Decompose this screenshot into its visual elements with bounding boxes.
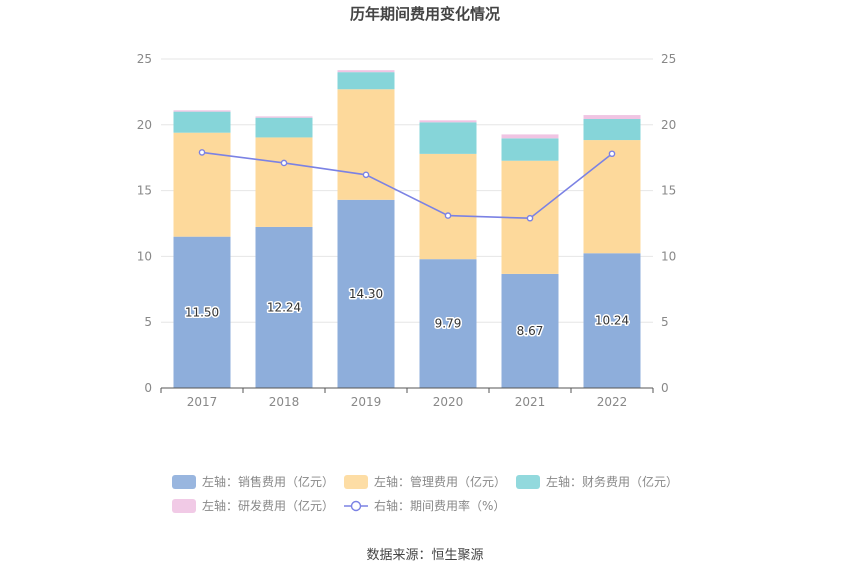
bar-value-label: 9.79 [435,317,462,331]
y-right-tick-label: 5 [661,315,669,329]
legend-label: 左轴：销售费用（亿元） [202,474,334,489]
y-left-tick-label: 20 [137,118,152,132]
x-tick-label: 2022 [597,395,628,409]
bar-value-label: 8.67 [517,324,544,338]
bar-segment [255,117,313,138]
bar-segment [419,122,477,154]
bar-value-label: 14.30 [349,287,383,301]
y-right-tick-label: 25 [661,52,676,66]
rate-line [198,149,616,222]
legend-marker [350,500,362,512]
bar-segment [419,259,477,388]
legend-swatch [172,475,196,489]
bar-segment [255,116,313,118]
bar-value-label: 12.24 [267,300,301,314]
bar-segment [173,132,231,237]
x-tick-label: 2019 [351,395,382,409]
legend-label: 左轴：财务费用（亿元） [546,474,678,489]
y-left-tick-label: 0 [144,381,152,395]
source-note: 数据来源：恒生聚源 [366,548,483,563]
legend-label: 左轴：管理费用（亿元） [374,474,506,489]
bars [173,70,641,388]
y-right-tick-label: 0 [661,381,669,395]
y-right-tick-label: 10 [661,249,676,263]
bar-segment [255,137,313,227]
data-labels: 11.50 12.24 14.30 9.79 8.67 10.24 [183,285,630,339]
rate-line-point [280,159,288,167]
x-tick-label: 2020 [433,395,464,409]
rate-line-point [608,150,616,158]
x-tick-label: 2018 [269,395,300,409]
legend-label: 左轴：研发费用（亿元） [202,498,334,513]
bar-segment [337,72,395,90]
y-right-tick-label: 20 [661,118,676,132]
legend-label: 右轴：期间费用率（%） [374,498,505,513]
bar-segment [583,115,641,120]
y-right-tick-label: 15 [661,184,676,198]
y-left-tick-label: 15 [137,184,152,198]
bar-segment [501,138,559,161]
bar-segment [583,119,641,141]
bar-segment [501,134,559,139]
rate-line-point [444,212,452,219]
bar-segment [173,236,231,388]
bar-segment [255,226,313,388]
legend-swatch [516,475,540,489]
bar-segment [583,253,641,388]
x-tick-label: 2017 [187,395,218,409]
bar-segment [173,111,231,133]
bar-segment [419,120,477,123]
rate-line-point [362,171,370,179]
legend-swatch [344,475,368,489]
rate-line-point [198,149,206,156]
y-left-tick-label: 10 [137,249,152,263]
bar-segment [583,140,641,254]
y-left-tick-label: 5 [144,315,152,329]
chart-title: 历年期间费用变化情况 [350,5,500,23]
y-left-tick-label: 25 [137,52,152,66]
legend: 左轴：销售费用（亿元） 左轴：管理费用（亿元） 左轴：财务费用（亿元） 左轴：研发费用… [172,474,678,513]
bar-segment [337,89,395,200]
bar-segment [337,70,395,73]
bar-value-label: 11.50 [185,305,219,319]
rate-line-point [526,214,534,222]
x-tick-label: 2021 [515,395,546,409]
axes: 0 5 10 15 20 25 0 5 10 15 20 25 2017 2018 2019 2020 2021… [137,52,677,409]
grid [161,58,653,323]
rate-line-path [201,151,613,220]
bar-segment [337,199,395,388]
bar-segment [173,110,231,112]
bar-value-label: 10.24 [595,314,629,328]
bar-segment [501,273,559,388]
legend-swatch [172,499,196,513]
